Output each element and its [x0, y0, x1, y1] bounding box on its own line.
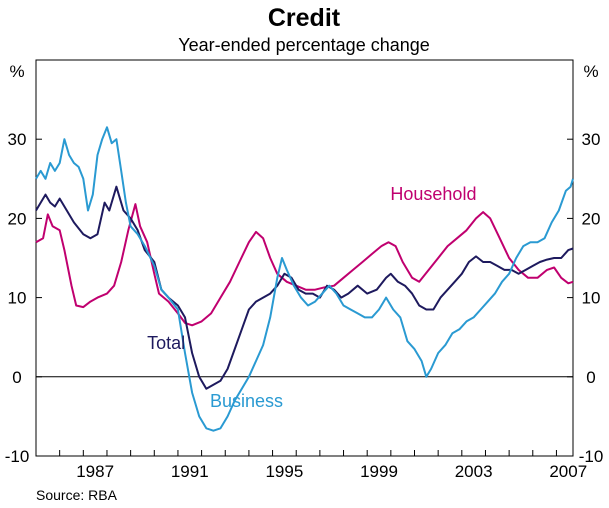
- series-line-business: [35, 126, 574, 432]
- x-tick-label: 2007: [549, 462, 587, 481]
- y-tick-label-left: 20: [8, 209, 27, 228]
- source-note: Source: RBA: [36, 487, 118, 503]
- y-tick-label-right: 30: [582, 130, 601, 149]
- y-tick-label-left: 0: [12, 368, 21, 387]
- series-label-total: Total: [147, 333, 185, 353]
- x-axis: 1987 1991 1995 1999 2003 2007: [35, 450, 587, 481]
- y-tick-label-right: 20: [582, 209, 601, 228]
- x-tick-label: 1987: [76, 462, 114, 481]
- x-tick-label: 1991: [171, 462, 209, 481]
- y-tick-label-right: 10: [582, 289, 601, 308]
- y-axis-left: -10 0 10 20 30: [5, 130, 42, 466]
- series-lines: [35, 126, 574, 432]
- y-axis-right-unit: %: [583, 62, 598, 81]
- y-tick-label-left: 30: [8, 130, 27, 149]
- y-tick-label-left: -10: [5, 447, 30, 466]
- y-axis-right: -10 0 10 20 30: [567, 130, 603, 466]
- series-label-business: Business: [210, 391, 283, 411]
- x-tick-label: 1995: [265, 462, 303, 481]
- series-line-total: [35, 185, 574, 390]
- y-axis-left-unit: %: [9, 62, 24, 81]
- series-label-household: Household: [390, 184, 476, 204]
- y-tick-label-right: 0: [586, 368, 595, 387]
- x-tick-label: 1999: [360, 462, 398, 481]
- chart-subtitle: Year-ended percentage change: [178, 35, 430, 55]
- y-tick-label-left: 10: [8, 289, 27, 308]
- series-labels: Household Total Business: [147, 184, 476, 411]
- plot-frame: [35, 59, 574, 457]
- chart-title: Credit: [268, 4, 341, 32]
- series-line-household: [35, 203, 574, 327]
- x-tick-label: 2003: [455, 462, 493, 481]
- y-tick-label-right: -10: [579, 447, 604, 466]
